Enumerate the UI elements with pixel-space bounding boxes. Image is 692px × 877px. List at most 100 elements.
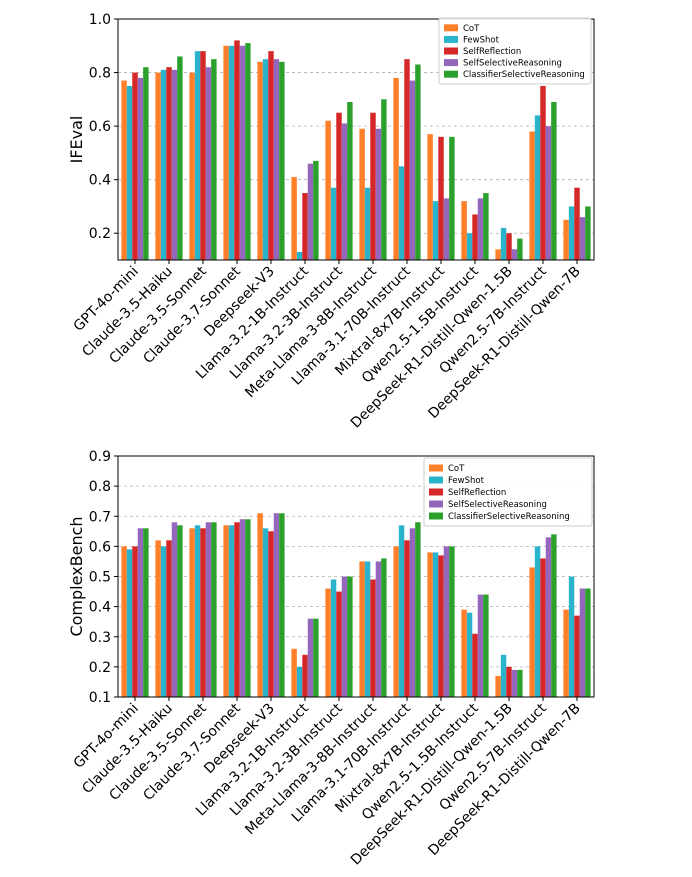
legend-swatch-CoT: [429, 464, 443, 472]
plot-frame: [117, 18, 595, 261]
bar-CoT-Llama-3.2-1B-Instruct: [291, 648, 297, 697]
bar-SelfSelectiveReasoning-Qwen2.5-7B-Instruct: [545, 126, 552, 260]
bar-SelfSelectiveReasoning-DeepSeek-R1-Distill-Qwen-7B: [579, 217, 586, 260]
bar-SelfSelectiveReasoning-Mixtral-8x7B-Instruct: [443, 546, 450, 697]
bar-ClassifierSelectiveReasoning-Qwen2.5-7B-Instruct: [551, 534, 557, 697]
bar-CoT-Llama-3.2-3B-Instruct: [325, 120, 331, 260]
bar-SelfSelectiveReasoning-GPT-4o-mini: [137, 77, 144, 261]
bar-ClassifierSelectiveReasoning-Claude-3.5-Sonnet: [211, 59, 217, 260]
bar-SelfSelectiveReasoning-Qwen2.5-1.5B-Instruct: [477, 594, 484, 697]
bar-ClassifierSelectiveReasoning-Mixtral-8x7B-Instruct: [449, 546, 455, 697]
bar-ClassifierSelectiveReasoning-Qwen2.5-7B-Instruct: [551, 102, 557, 260]
bar-SelfSelectiveReasoning-Llama-3.2-3B-Instruct: [341, 123, 348, 260]
legend-label-SelfReflection: SelfReflection: [448, 488, 506, 498]
ifeval-chart: 0.20.40.60.81.0IFEvalGPT-4o-miniClaude-3…: [67, 12, 595, 431]
bar-CoT-Claude-3.7-Sonnet: [223, 525, 229, 697]
bar-FewShot-Qwen2.5-1.5B-Instruct: [466, 612, 473, 697]
bar-ClassifierSelectiveReasoning-Claude-3.7-Sonnet: [245, 519, 251, 697]
legend-box: [423, 457, 593, 527]
bar-ClassifierSelectiveReasoning-Llama-3.1-70B-Instruct: [415, 522, 421, 697]
bar-ClassifierSelectiveReasoning-Llama-3.1-70B-Instruct: [415, 64, 421, 261]
bar-SelfReflection-Qwen2.5-7B-Instruct: [540, 558, 546, 697]
bar-FewShot-Mixtral-8x7B-Instruct: [432, 201, 439, 260]
bar-CoT-Claude-3.5-Haiku: [155, 72, 161, 260]
legend-swatch-CoT: [444, 24, 458, 32]
bar-CoT-Deepseek-V3: [257, 513, 263, 697]
bar-SelfSelectiveReasoning-Deepseek-V3: [273, 59, 280, 260]
bar-FewShot-Llama-3.1-70B-Instruct: [398, 525, 405, 697]
bar-SelfReflection-DeepSeek-R1-Distill-Qwen-1.5B: [506, 233, 512, 260]
bar-ClassifierSelectiveReasoning-Claude-3.5-Sonnet: [211, 522, 217, 697]
bar-SelfReflection-Llama-3.2-1B-Instruct: [302, 654, 308, 697]
bar-SelfSelectiveReasoning-Claude-3.7-Sonnet: [239, 45, 246, 261]
bar-CoT-Deepseek-V3: [257, 61, 263, 260]
bar-ClassifierSelectiveReasoning-Llama-3.2-1B-Instruct: [313, 160, 319, 260]
bar-ClassifierSelectiveReasoning-Claude-3.7-Sonnet: [245, 43, 251, 260]
bar-CoT-DeepSeek-R1-Distill-Qwen-1.5B: [495, 249, 501, 260]
bar-SelfSelectiveReasoning-Claude-3.5-Haiku: [171, 69, 178, 260]
y-tick-label: 0.5: [89, 570, 111, 586]
legend-label-ClassifierSelectiveReasoning: ClassifierSelectiveReasoning: [448, 512, 570, 522]
bar-ClassifierSelectiveReasoning-DeepSeek-R1-Distill-Qwen-1.5B: [517, 669, 523, 697]
bar-CoT-Llama-3.2-1B-Instruct: [291, 176, 297, 260]
bar-SelfReflection-Qwen2.5-1.5B-Instruct: [472, 633, 478, 697]
legend-label-FewShot: FewShot: [448, 476, 485, 486]
bar-SelfReflection-Meta-Llama-3-8B-Instruct: [370, 579, 376, 697]
y-tick-label: 0.6: [89, 539, 111, 555]
bar-SelfReflection-Claude-3.7-Sonnet: [234, 522, 240, 697]
bar-SelfReflection-Claude-3.5-Haiku: [166, 540, 172, 697]
legend-box: [438, 17, 592, 85]
legend-swatch-FewShot: [429, 476, 443, 484]
bar-FewShot-Qwen2.5-1.5B-Instruct: [466, 233, 473, 260]
y-tick-label: 1.0: [89, 12, 111, 28]
bar-FewShot-Claude-3.5-Haiku: [160, 546, 167, 697]
bar-ClassifierSelectiveReasoning-Claude-3.5-Haiku: [177, 56, 183, 260]
bar-FewShot-Claude-3.7-Sonnet: [228, 525, 235, 697]
bar-CoT-GPT-4o-mini: [121, 546, 127, 697]
legend-swatch-SelfSelectiveReasoning: [444, 59, 458, 67]
bar-SelfReflection-Qwen2.5-7B-Instruct: [540, 85, 546, 260]
bar-FewShot-Claude-3.5-Haiku: [160, 69, 167, 260]
bar-SelfReflection-Claude-3.5-Sonnet: [200, 528, 206, 697]
bar-SelfSelectiveReasoning-Qwen2.5-7B-Instruct: [545, 537, 552, 697]
y-axis-label: ComplexBench: [67, 516, 86, 636]
bar-CoT-DeepSeek-R1-Distill-Qwen-1.5B: [495, 675, 501, 697]
bar-FewShot-DeepSeek-R1-Distill-Qwen-7B: [568, 576, 575, 697]
bar-ClassifierSelectiveReasoning-Llama-3.2-3B-Instruct: [347, 576, 353, 697]
bar-SelfReflection-GPT-4o-mini: [132, 546, 138, 697]
legend-label-FewShot: FewShot: [463, 35, 500, 45]
bar-CoT-Qwen2.5-7B-Instruct: [529, 567, 535, 697]
bar-SelfReflection-GPT-4o-mini: [132, 72, 138, 260]
bar-ClassifierSelectiveReasoning-Claude-3.5-Haiku: [177, 525, 183, 697]
bar-ClassifierSelectiveReasoning-DeepSeek-R1-Distill-Qwen-7B: [585, 206, 591, 260]
y-tick-label: 0.3: [89, 630, 111, 646]
y-tick-label: 0.2: [89, 226, 111, 242]
bar-SelfReflection-Claude-3.5-Sonnet: [200, 51, 206, 261]
bar-FewShot-Meta-Llama-3-8B-Instruct: [364, 187, 371, 260]
legend-swatch-SelfSelectiveReasoning: [429, 500, 443, 508]
bar-SelfSelectiveReasoning-Meta-Llama-3-8B-Instruct: [375, 128, 382, 260]
bar-SelfReflection-Llama-3.2-3B-Instruct: [336, 112, 342, 260]
bar-SelfReflection-Llama-3.2-3B-Instruct: [336, 591, 342, 697]
legend-label-CoT: CoT: [448, 464, 465, 474]
bar-CoT-Llama-3.2-3B-Instruct: [325, 588, 331, 697]
bar-CoT-Meta-Llama-3-8B-Instruct: [359, 128, 365, 260]
complexbench-chart: 0.10.20.30.40.50.60.70.80.9ComplexBenchG…: [67, 449, 595, 868]
bar-FewShot-GPT-4o-mini: [126, 85, 133, 260]
bar-SelfSelectiveReasoning-Llama-3.1-70B-Instruct: [409, 80, 416, 260]
y-tick-label: 0.1: [89, 690, 111, 706]
bar-SelfSelectiveReasoning-Llama-3.2-3B-Instruct: [341, 576, 348, 697]
y-tick-label: 0.9: [89, 449, 111, 465]
legend-swatch-SelfReflection: [429, 488, 443, 496]
legend-label-SelfSelectiveReasoning: SelfSelectiveReasoning: [448, 500, 547, 510]
bar-ClassifierSelectiveReasoning-DeepSeek-R1-Distill-Qwen-1.5B: [517, 238, 523, 260]
y-tick-label: 0.6: [89, 119, 111, 135]
legend-label-CoT: CoT: [463, 24, 480, 34]
bar-SelfSelectiveReasoning-Claude-3.5-Sonnet: [205, 522, 212, 697]
bar-FewShot-Llama-3.2-3B-Instruct: [330, 187, 337, 260]
bar-ClassifierSelectiveReasoning-Llama-3.2-3B-Instruct: [347, 102, 353, 260]
bar-FewShot-DeepSeek-R1-Distill-Qwen-7B: [568, 206, 575, 260]
bar-SelfReflection-Llama-3.1-70B-Instruct: [404, 540, 410, 697]
bar-ClassifierSelectiveReasoning-Llama-3.2-1B-Instruct: [313, 618, 319, 697]
bar-SelfSelectiveReasoning-Llama-3.2-1B-Instruct: [307, 618, 314, 697]
